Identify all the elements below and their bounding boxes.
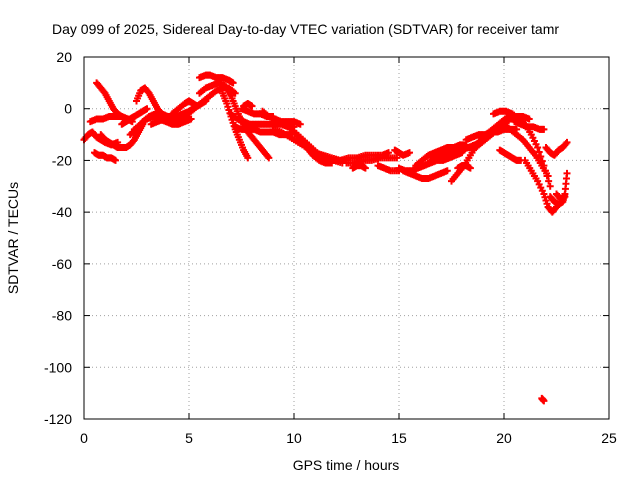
series-arc-28 bbox=[374, 162, 403, 175]
data-point bbox=[143, 105, 151, 113]
series-arc-39 bbox=[500, 120, 552, 180]
data-point bbox=[466, 164, 474, 172]
data-point bbox=[229, 79, 237, 87]
data-point bbox=[296, 120, 304, 128]
x-axis-label: GPS time / hours bbox=[293, 457, 400, 473]
data-point bbox=[534, 144, 542, 151]
series-arc-31 bbox=[399, 167, 451, 183]
series-arc-26 bbox=[343, 154, 401, 167]
x-tick-label: 25 bbox=[601, 430, 617, 446]
plot-frame bbox=[83, 56, 610, 420]
data-point bbox=[264, 153, 272, 161]
y-tick-label: -120 bbox=[44, 411, 72, 427]
series-arc-41 bbox=[496, 146, 525, 164]
data-point bbox=[544, 172, 552, 180]
series-arc-40 bbox=[511, 118, 548, 133]
data-point bbox=[443, 167, 451, 175]
x-tick-label: 5 bbox=[185, 430, 193, 446]
data-point bbox=[112, 156, 119, 164]
axis-ticks: 0 5 10 15 20 25 20 0 -20 -40 -60 -80 -100 -120 bbox=[44, 49, 617, 446]
data-point bbox=[540, 397, 548, 405]
data-point bbox=[265, 154, 273, 162]
series-arc-05 bbox=[97, 120, 147, 151]
data-point bbox=[537, 153, 545, 161]
data-point bbox=[535, 148, 543, 156]
y-tick-label: -20 bbox=[52, 152, 72, 168]
chart-title: Day 099 of 2025, Sidereal Day-to-day VTE… bbox=[52, 21, 559, 37]
data-point bbox=[244, 154, 252, 162]
data-point bbox=[562, 140, 570, 148]
data-point bbox=[248, 102, 256, 110]
series-arc-29 bbox=[391, 146, 413, 159]
series-arc-42 bbox=[521, 156, 560, 216]
x-tick-label: 10 bbox=[286, 430, 302, 446]
data-point bbox=[406, 149, 413, 157]
y-axis-label: SDTVAR / TECUs bbox=[5, 182, 21, 294]
data-point bbox=[540, 125, 548, 133]
data-points bbox=[80, 71, 571, 405]
x-tick-label: 15 bbox=[391, 430, 407, 446]
series-arc-35 bbox=[454, 162, 474, 172]
data-point bbox=[525, 115, 533, 123]
y-tick-label: 0 bbox=[64, 101, 72, 117]
data-point bbox=[361, 164, 369, 172]
y-tick-label: -60 bbox=[52, 256, 72, 272]
data-point bbox=[561, 193, 569, 201]
series-arc-43 bbox=[542, 138, 571, 159]
x-tick-label: 0 bbox=[80, 430, 88, 446]
series-arc-02 bbox=[91, 149, 119, 164]
y-tick-label: -100 bbox=[44, 359, 72, 375]
series-arc-45 bbox=[553, 190, 569, 203]
data-point bbox=[393, 154, 401, 162]
x-tick-label: 20 bbox=[496, 430, 512, 446]
series-arc-06 bbox=[118, 105, 151, 128]
data-point bbox=[187, 115, 195, 123]
y-tick-label: 20 bbox=[56, 49, 72, 65]
series-arc-27 bbox=[349, 162, 369, 172]
data-point bbox=[563, 138, 571, 146]
series-arc-21 bbox=[240, 100, 256, 110]
y-tick-label: -40 bbox=[52, 204, 72, 220]
data-point bbox=[546, 182, 554, 190]
series-arc-46 bbox=[538, 394, 548, 405]
series-arc-12 bbox=[181, 84, 239, 120]
data-point bbox=[563, 169, 571, 177]
y-tick-label: -80 bbox=[52, 308, 72, 324]
